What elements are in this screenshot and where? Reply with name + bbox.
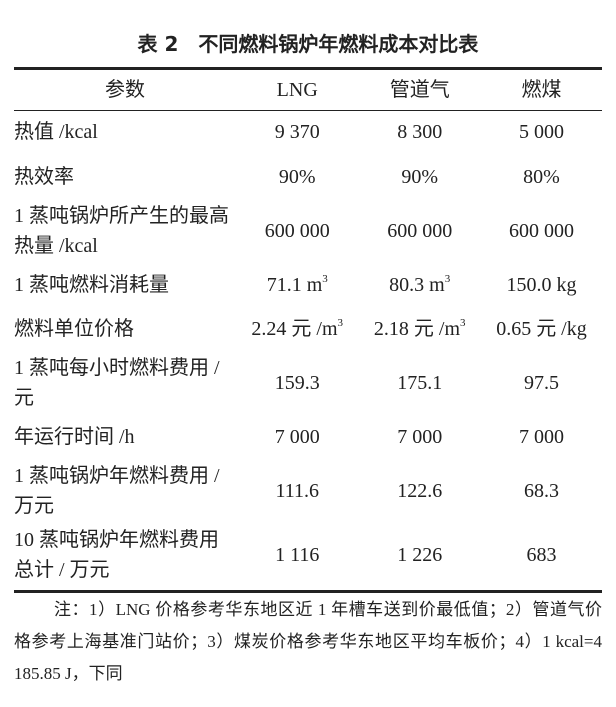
row-label: 燃料单位价格 — [14, 318, 134, 340]
value-text: 7 000 — [397, 426, 443, 448]
value-text: 2.24 元 /m — [251, 318, 338, 340]
table-row: 燃料单位价格 2.24 元 /m3 2.18 元 /m3 0.65 元 /kg — [14, 307, 602, 351]
cell-value: 600 000 — [481, 199, 602, 263]
header-param: 参数 — [105, 79, 145, 101]
value-text: 80% — [523, 165, 560, 188]
value-text: 71.1 m — [266, 274, 323, 296]
top-rule — [14, 67, 602, 70]
row-label: 1 蒸吨燃料消耗量 — [14, 274, 169, 296]
cell-value: 7 000 — [481, 415, 602, 459]
value-text: 600 000 — [264, 220, 330, 242]
value-text: 90% — [278, 165, 316, 188]
value-text: 7 000 — [518, 426, 564, 448]
value-text: 175.1 — [397, 372, 443, 394]
cell-value: 2.24 元 /m3 — [236, 307, 358, 351]
cell-value: 97.5 — [481, 351, 602, 415]
cell-value: 1 226 — [358, 523, 480, 587]
cell-value: 122.6 — [358, 459, 480, 523]
row-label: 热值 /kcal — [14, 120, 98, 143]
header-coal: 燃煤 — [521, 79, 562, 101]
value-text: 122.6 — [397, 480, 443, 502]
cell-value: 8 300 — [358, 109, 480, 154]
cell-value: 683 — [481, 523, 602, 587]
cell-value: 68.3 — [481, 459, 602, 523]
cell-value: 9 370 — [236, 109, 358, 154]
value-text: 5 000 — [518, 120, 564, 143]
value-text: 7 000 — [274, 426, 320, 448]
value-text: 600 000 — [508, 220, 574, 242]
value-text: 90% — [401, 165, 439, 188]
header-lng: LNG — [276, 79, 318, 101]
table-row: 1 蒸吨每小时燃料费用 / 元 159.3 175.1 97.5 — [14, 351, 602, 415]
cell-value: 7 000 — [236, 415, 358, 459]
header-rule — [14, 110, 602, 111]
value-text: 97.5 — [523, 372, 559, 394]
value-text: 80.3 m — [389, 274, 445, 296]
superscript: 3 — [337, 317, 344, 329]
value-text: 600 000 — [387, 220, 453, 242]
cell-value: 0.65 元 /kg — [481, 307, 602, 351]
table-row: 年运行时间 /h 7 000 7 000 7 000 — [14, 415, 602, 459]
cell-value: 600 000 — [358, 199, 480, 263]
table-row: 1 蒸吨锅炉年燃料费用 / 万元 111.6 122.6 68.3 — [14, 459, 602, 523]
table-row: 1 蒸吨锅炉所产生的最高热量 /kcal 600 000 600 000 600 00… — [14, 199, 602, 263]
value-text: 683 — [526, 544, 557, 566]
table-row: 10 蒸吨锅炉年燃料费用总计 / 万元 1 116 1 226 683 — [14, 523, 602, 587]
value-text: 8 300 — [397, 120, 443, 143]
superscript: 3 — [460, 317, 466, 329]
table-row: 热值 /kcal 9 370 8 300 5 000 — [14, 109, 602, 154]
cell-value: 600 000 — [236, 199, 358, 263]
cell-value: 7 000 — [358, 415, 480, 459]
superscript: 3 — [444, 273, 451, 285]
row-label: 年运行时间 /h — [14, 426, 135, 448]
cell-value: 111.6 — [236, 459, 358, 523]
row-label: 1 蒸吨锅炉所产生的最高热量 /kcal — [14, 205, 229, 257]
cell-value: 80.3 m3 — [358, 263, 480, 307]
header-pipeline-gas: 管道气 — [389, 79, 450, 101]
row-label: 1 蒸吨每小时燃料费用 / 元 — [14, 357, 220, 409]
bottom-rule — [14, 590, 602, 593]
value-text: 1 226 — [397, 544, 443, 566]
table-title: 表 2 不同燃料锅炉年燃料成本对比表 — [137, 32, 479, 56]
cell-value: 1 116 — [236, 523, 358, 587]
row-label: 热效率 — [14, 165, 74, 188]
value-text: 2.18 元 /m — [373, 318, 461, 340]
cell-value: 90% — [358, 154, 480, 199]
cell-value: 80% — [481, 154, 602, 199]
cell-value: 175.1 — [358, 351, 480, 415]
table-row: 1 蒸吨燃料消耗量 71.1 m3 80.3 m3 150.0 kg — [14, 263, 602, 307]
row-label: 1 蒸吨锅炉年燃料费用 / 万元 — [14, 465, 220, 517]
cost-comparison-table: 参数 LNG 管道气 燃煤 热值 /kcal 9 370 8 300 5 000 热效率… — [14, 71, 602, 587]
value-text: 159.3 — [274, 372, 320, 394]
cell-value: 159.3 — [236, 351, 358, 415]
value-text: 1 116 — [275, 544, 320, 566]
row-label: 10 蒸吨锅炉年燃料费用总计 / 万元 — [14, 529, 219, 581]
header-row: 参数 LNG 管道气 燃煤 — [14, 71, 602, 109]
cell-value: 150.0 kg — [481, 263, 602, 307]
cell-value: 90% — [236, 154, 358, 199]
table-notes: 注：1）LNG 价格参考华东地区近 1 年槽车送到价最低值；2）管道气价格参考上… — [14, 600, 602, 683]
cell-value: 71.1 m3 — [236, 263, 358, 307]
value-text: 0.65 元 /kg — [496, 318, 587, 340]
value-text: 9 370 — [274, 120, 320, 143]
cell-value: 5 000 — [481, 109, 602, 154]
cell-value: 2.18 元 /m3 — [358, 307, 480, 351]
value-text: 68.3 — [523, 480, 559, 502]
value-text: 150.0 kg — [506, 274, 577, 296]
superscript: 3 — [322, 273, 328, 285]
table-row: 热效率 90% 90% 80% — [14, 154, 602, 199]
value-text: 111.6 — [275, 480, 319, 502]
